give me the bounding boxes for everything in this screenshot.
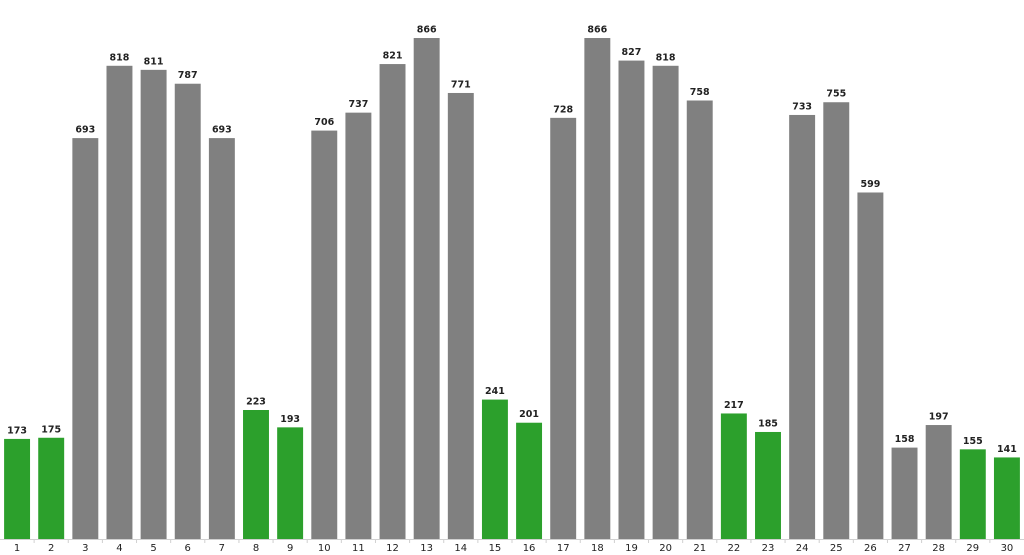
value-label: 755 xyxy=(826,89,846,100)
bar xyxy=(891,447,918,539)
x-tick-label: 5 xyxy=(150,543,156,554)
value-label: 827 xyxy=(622,47,642,58)
x-tick-label: 17 xyxy=(557,543,570,554)
value-label: 197 xyxy=(929,412,949,423)
bar xyxy=(174,83,201,539)
x-tick-label: 7 xyxy=(219,543,225,554)
x-tick-label: 2 xyxy=(48,543,54,554)
bar xyxy=(755,431,781,539)
bar xyxy=(4,438,31,539)
value-label: 158 xyxy=(895,434,915,445)
value-label: 866 xyxy=(417,25,437,36)
x-tick-label: 3 xyxy=(82,543,88,554)
bar xyxy=(857,192,884,539)
value-label: 223 xyxy=(246,396,266,407)
value-label: 201 xyxy=(519,409,539,420)
bar xyxy=(584,38,611,540)
bar xyxy=(140,69,167,540)
value-label: 758 xyxy=(690,87,710,98)
bar xyxy=(618,60,645,539)
bar xyxy=(38,437,65,539)
value-label: 728 xyxy=(553,104,573,115)
value-label: 193 xyxy=(280,414,300,425)
value-label: 175 xyxy=(41,424,61,435)
bar xyxy=(823,102,850,539)
bar xyxy=(447,92,474,539)
x-tick-label: 6 xyxy=(185,543,191,554)
x-tick-label: 13 xyxy=(420,543,433,554)
bar xyxy=(925,425,952,539)
bar xyxy=(106,65,133,540)
value-label: 217 xyxy=(724,400,744,411)
x-tick-label: 23 xyxy=(762,543,775,554)
value-label: 599 xyxy=(860,179,880,190)
value-label: 737 xyxy=(348,99,368,110)
bar xyxy=(959,449,986,539)
x-tick-label: 12 xyxy=(386,543,399,554)
value-label: 241 xyxy=(485,386,505,397)
x-tick-label: 24 xyxy=(796,543,809,554)
value-label: 185 xyxy=(758,418,778,429)
x-tick-label: 20 xyxy=(659,543,672,554)
value-label: 693 xyxy=(75,125,95,136)
x-tick-label: 16 xyxy=(523,543,536,554)
bar xyxy=(345,112,372,539)
x-tick-label: 22 xyxy=(727,543,740,554)
value-label: 787 xyxy=(178,70,198,81)
x-tick-label: 27 xyxy=(898,543,911,554)
bar xyxy=(311,130,338,539)
x-tick-label: 9 xyxy=(287,543,293,554)
bar xyxy=(993,457,1020,539)
bar xyxy=(208,138,235,540)
x-tick-label: 26 xyxy=(864,543,877,554)
x-tick-label: 19 xyxy=(625,543,638,554)
value-label: 818 xyxy=(110,52,130,63)
x-tick-label: 14 xyxy=(454,543,467,554)
x-tick-label: 18 xyxy=(591,543,604,554)
value-label: 771 xyxy=(451,79,471,90)
value-label: 693 xyxy=(212,125,232,136)
value-label: 866 xyxy=(587,25,607,36)
bar xyxy=(652,65,679,540)
x-tick-label: 11 xyxy=(352,543,365,554)
bar xyxy=(277,427,304,539)
bar xyxy=(686,100,713,540)
x-tick-label: 10 xyxy=(318,543,331,554)
bar xyxy=(481,399,508,539)
bar xyxy=(789,114,816,539)
value-label: 141 xyxy=(997,444,1017,455)
x-tick-label: 28 xyxy=(932,543,945,554)
bar xyxy=(413,38,440,540)
value-label: 733 xyxy=(792,101,812,112)
bar xyxy=(550,117,577,540)
x-tick-label: 29 xyxy=(966,543,979,554)
value-label: 706 xyxy=(314,117,334,128)
value-label: 821 xyxy=(383,51,403,62)
x-tick-label: 21 xyxy=(693,543,706,554)
x-tick-label: 25 xyxy=(830,543,843,554)
bar xyxy=(720,413,747,539)
bar xyxy=(72,138,99,540)
x-tick-label: 30 xyxy=(1001,543,1014,554)
bar xyxy=(516,422,543,539)
x-tick-label: 15 xyxy=(489,543,502,554)
value-label: 818 xyxy=(656,52,676,63)
value-label: 811 xyxy=(144,56,164,67)
value-label: 173 xyxy=(7,425,27,436)
x-tick-label: 1 xyxy=(14,543,20,554)
bar xyxy=(243,409,269,539)
value-label: 155 xyxy=(963,436,983,447)
bar xyxy=(379,64,406,540)
x-tick-label: 8 xyxy=(253,543,259,554)
x-tick-label: 4 xyxy=(116,543,122,554)
